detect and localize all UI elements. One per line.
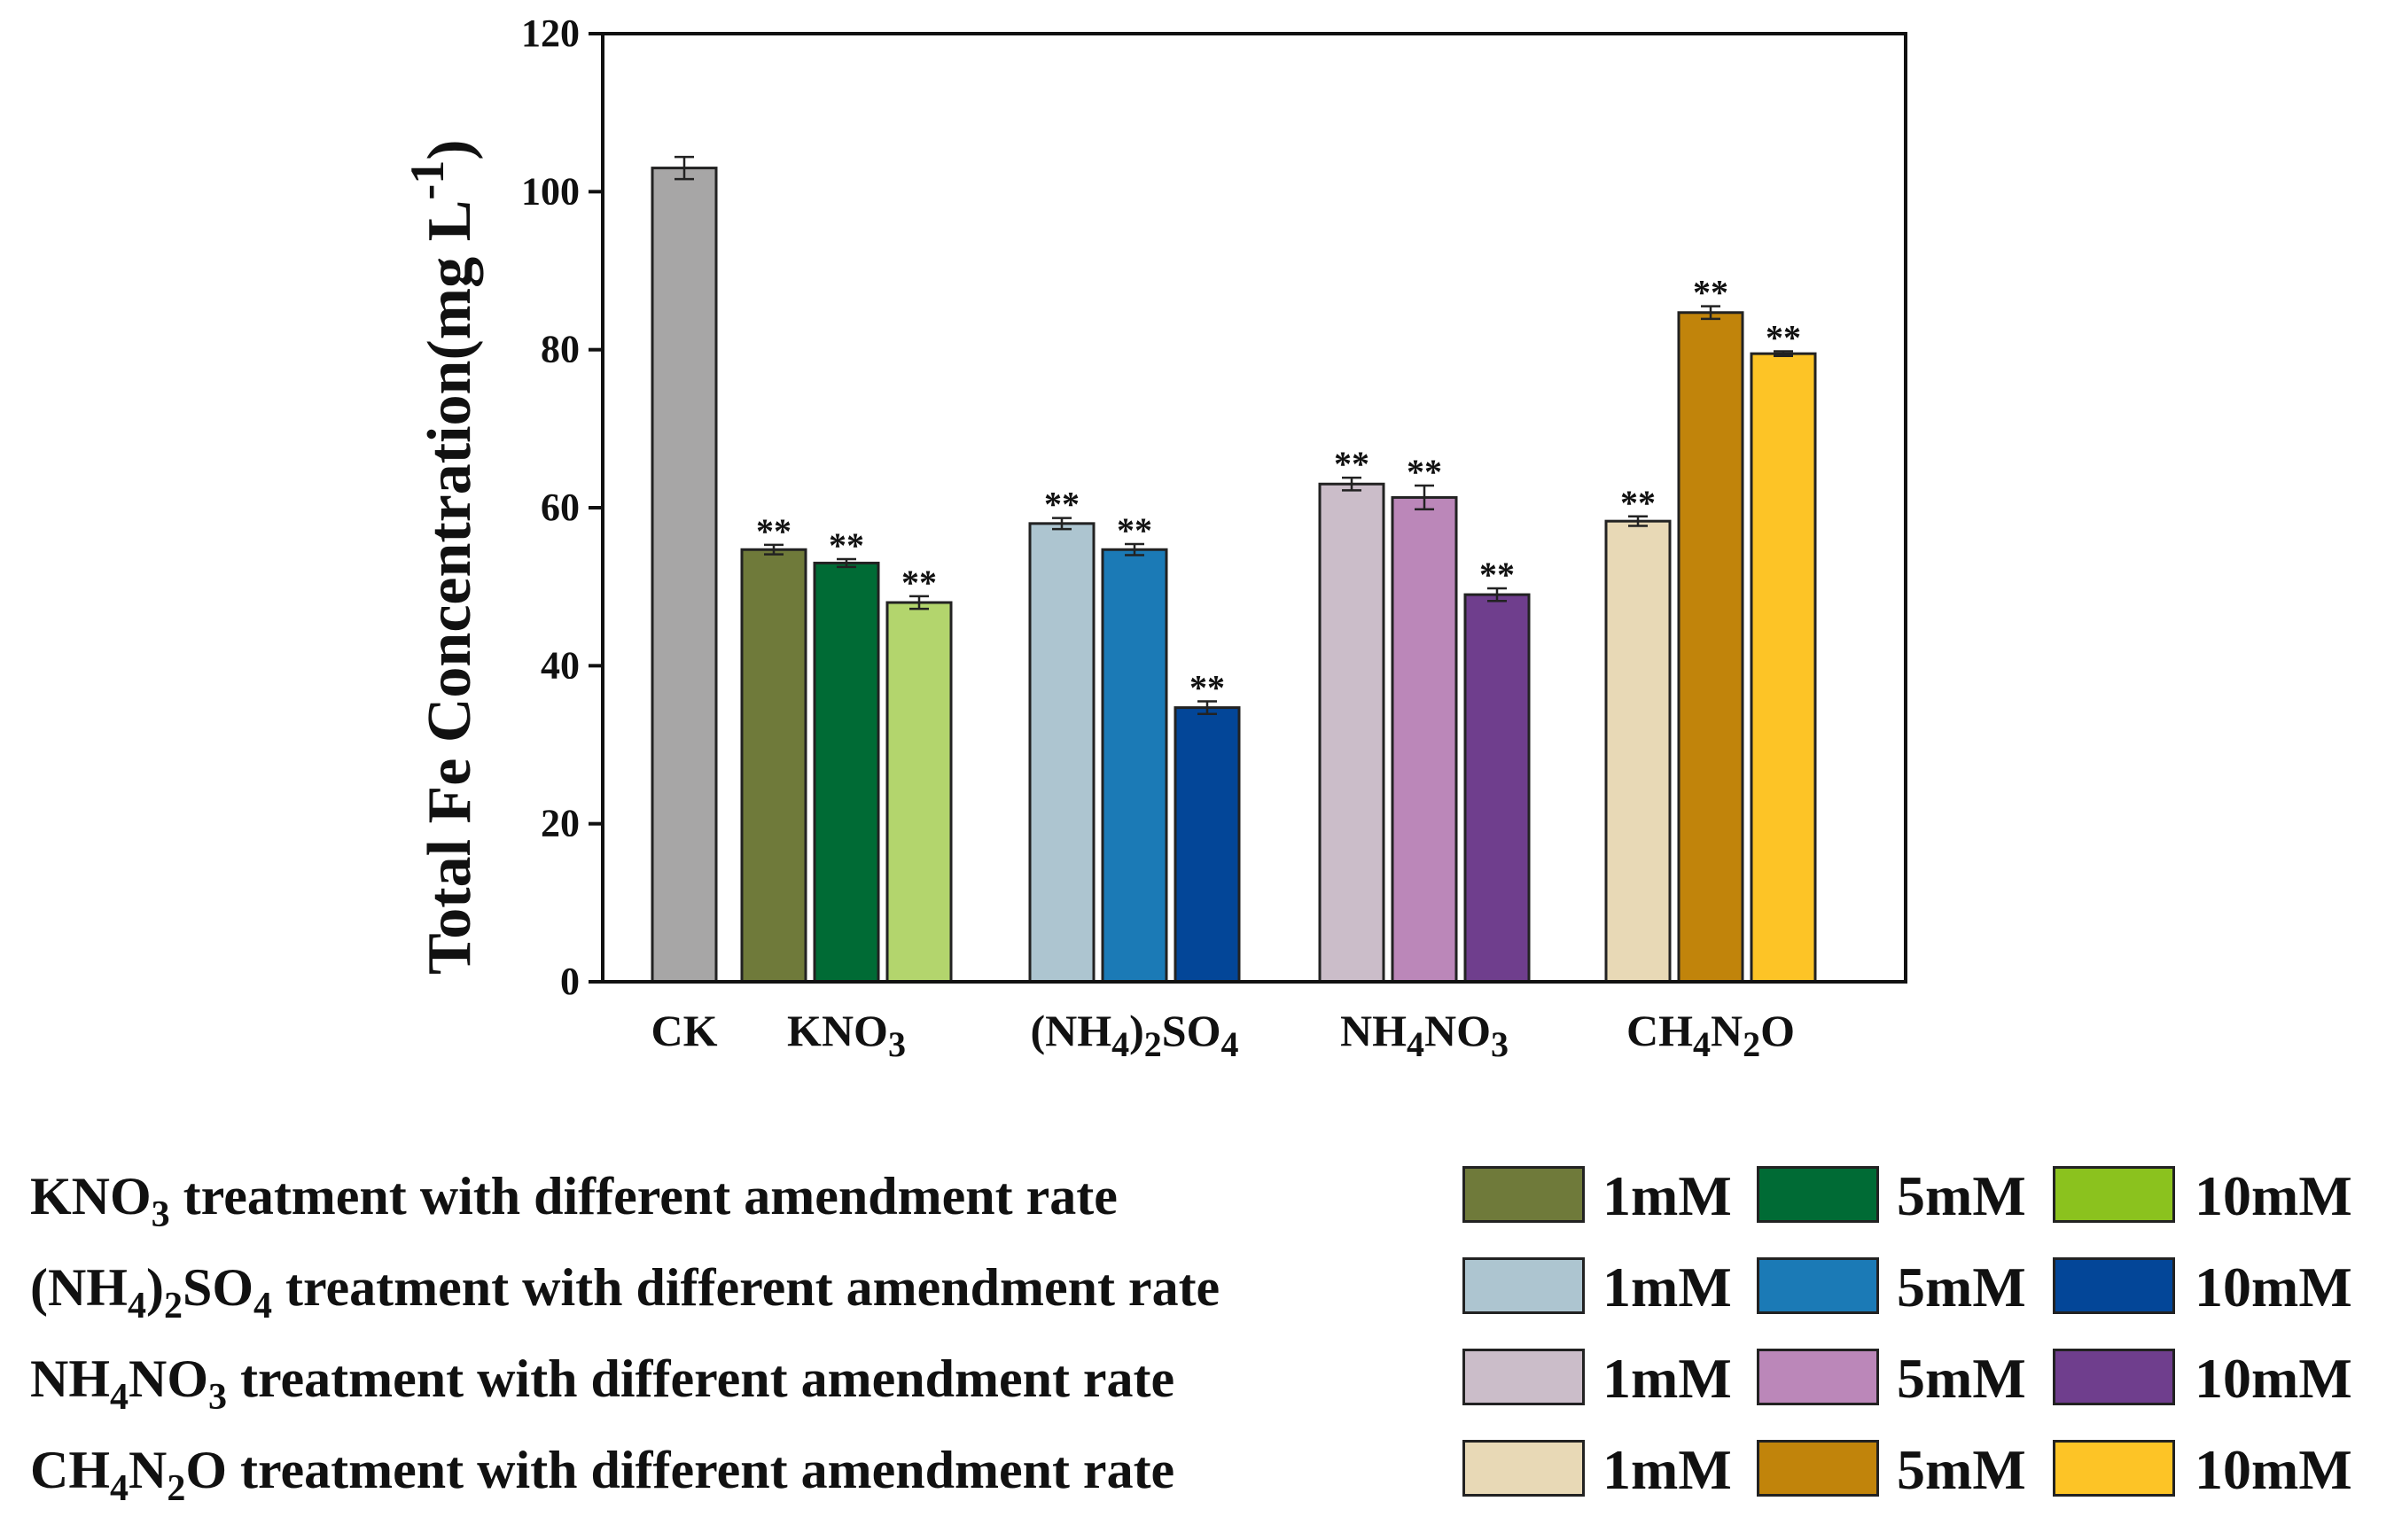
- legend-row-title: NH4NO3 treatment with different amendmen…: [30, 1349, 1175, 1418]
- legend-swatch-label: 5mM: [1897, 1347, 2026, 1410]
- legend-swatch-label: 1mM: [1602, 1438, 1732, 1501]
- significance-label: **: [1117, 510, 1152, 550]
- significance-label: **: [829, 525, 864, 565]
- legend-swatch-label: 10mM: [2195, 1438, 2352, 1501]
- y-tick-label: 120: [521, 12, 580, 55]
- legend-swatch: [1462, 1257, 1585, 1314]
- legend-swatch: [1462, 1440, 1585, 1497]
- legend-swatch: [1462, 1349, 1585, 1405]
- significance-label: **: [1620, 483, 1656, 523]
- legend-swatch-label: 1mM: [1602, 1256, 1732, 1318]
- bar-chart: Total Fe Concentration(mg L-1) 0 20 40 60 80…: [401, 12, 1907, 1064]
- bar-CH4N2O-10mM: [1750, 352, 1817, 984]
- significance-label: **: [756, 511, 792, 551]
- legend-swatch: [2053, 1257, 2175, 1314]
- x-tick-label: NH4NO3: [1340, 1006, 1509, 1064]
- legend-swatch-label: 1mM: [1602, 1164, 1732, 1227]
- legend-row: CH4N2O treatment with different amendmen…: [0, 1426, 2394, 1514]
- y-tick-label: 0: [560, 960, 580, 1003]
- significance-label: **: [1766, 317, 1801, 357]
- bar-KNO3-5mM: [813, 561, 880, 984]
- y-tick-label: 100: [521, 169, 580, 213]
- bar-NH4NO3-5mM: [1391, 495, 1458, 984]
- bar-NH4NO3-1mM: [1318, 482, 1385, 984]
- legend-swatch-label: 5mM: [1897, 1438, 2026, 1501]
- legend-swatch: [2053, 1349, 2175, 1405]
- x-tick-label: KNO3: [787, 1006, 906, 1064]
- legend-row-title: (NH4)2SO4 treatment with different amend…: [30, 1258, 1220, 1326]
- bar-(NH4)2SO4-1mM: [1028, 522, 1096, 984]
- y-tick-label: 80: [541, 328, 580, 371]
- plot-frame: [601, 32, 1907, 984]
- legend-row: NH4NO3 treatment with different amendmen…: [0, 1334, 2394, 1423]
- legend-swatch-label: 10mM: [2195, 1164, 2352, 1227]
- bar-(NH4)2SO4-10mM: [1174, 706, 1241, 984]
- x-tick-label: CK: [651, 1006, 718, 1055]
- bar-NH4NO3-10mM: [1463, 593, 1531, 984]
- bar-CH4N2O-1mM: [1604, 519, 1672, 984]
- legend-swatch: [1757, 1257, 1879, 1314]
- legend-swatch: [2053, 1166, 2175, 1223]
- legend: KNO3 treatment with different amendment …: [0, 1152, 2394, 1524]
- legend-swatch: [2053, 1440, 2175, 1497]
- y-axis-label: Total Fe Concentration(mg L-1): [401, 139, 484, 975]
- x-axis-labels: CK KNO3 (NH4)2SO4 NH4NO3 CH4N2O: [651, 1006, 1796, 1064]
- bars-group: ** ** ** ** ** ** ** ** ** ** ** **: [651, 155, 1817, 984]
- bar-CK-CK: [651, 167, 718, 984]
- legend-swatch: [1757, 1166, 1879, 1223]
- x-tick-label: (NH4)2SO4: [1030, 1006, 1238, 1064]
- significance-label: **: [1189, 667, 1225, 707]
- bar-KNO3-1mM: [740, 548, 807, 984]
- y-axis-ticks: 0 20 40 60 80 100 120: [521, 12, 603, 1003]
- legend-row: (NH4)2SO4 treatment with different amend…: [0, 1243, 2394, 1332]
- legend-swatch: [1757, 1349, 1879, 1405]
- legend-row-title: KNO3 treatment with different amendment …: [30, 1167, 1118, 1235]
- bar-KNO3-10mM: [885, 601, 953, 984]
- significance-label: **: [901, 563, 937, 603]
- y-tick-label: 40: [541, 643, 580, 687]
- legend-swatch-label: 10mM: [2195, 1256, 2352, 1318]
- legend-row-title: CH4N2O treatment with different amendmen…: [30, 1441, 1175, 1509]
- significance-label: **: [1479, 555, 1515, 595]
- y-tick-label: 20: [541, 802, 580, 845]
- bar-(NH4)2SO4-5mM: [1101, 548, 1168, 984]
- x-tick-label: CH4N2O: [1626, 1006, 1795, 1064]
- bar-CH4N2O-5mM: [1677, 311, 1744, 984]
- legend-swatch-label: 1mM: [1602, 1347, 1732, 1410]
- significance-label: **: [1693, 273, 1728, 313]
- significance-label: **: [1334, 444, 1369, 484]
- legend-swatch-label: 5mM: [1897, 1256, 2026, 1318]
- y-tick-label: 60: [541, 486, 580, 529]
- significance-label: **: [1044, 485, 1080, 525]
- y-axis-title: Total Fe Concentration(mg L-1): [401, 139, 484, 975]
- legend-swatch: [1462, 1166, 1585, 1223]
- legend-swatch-label: 5mM: [1897, 1164, 2026, 1227]
- legend-swatch-label: 10mM: [2195, 1347, 2352, 1410]
- significance-label: **: [1407, 452, 1442, 492]
- legend-swatch: [1757, 1440, 1879, 1497]
- legend-row: KNO3 treatment with different amendment …: [0, 1152, 2394, 1241]
